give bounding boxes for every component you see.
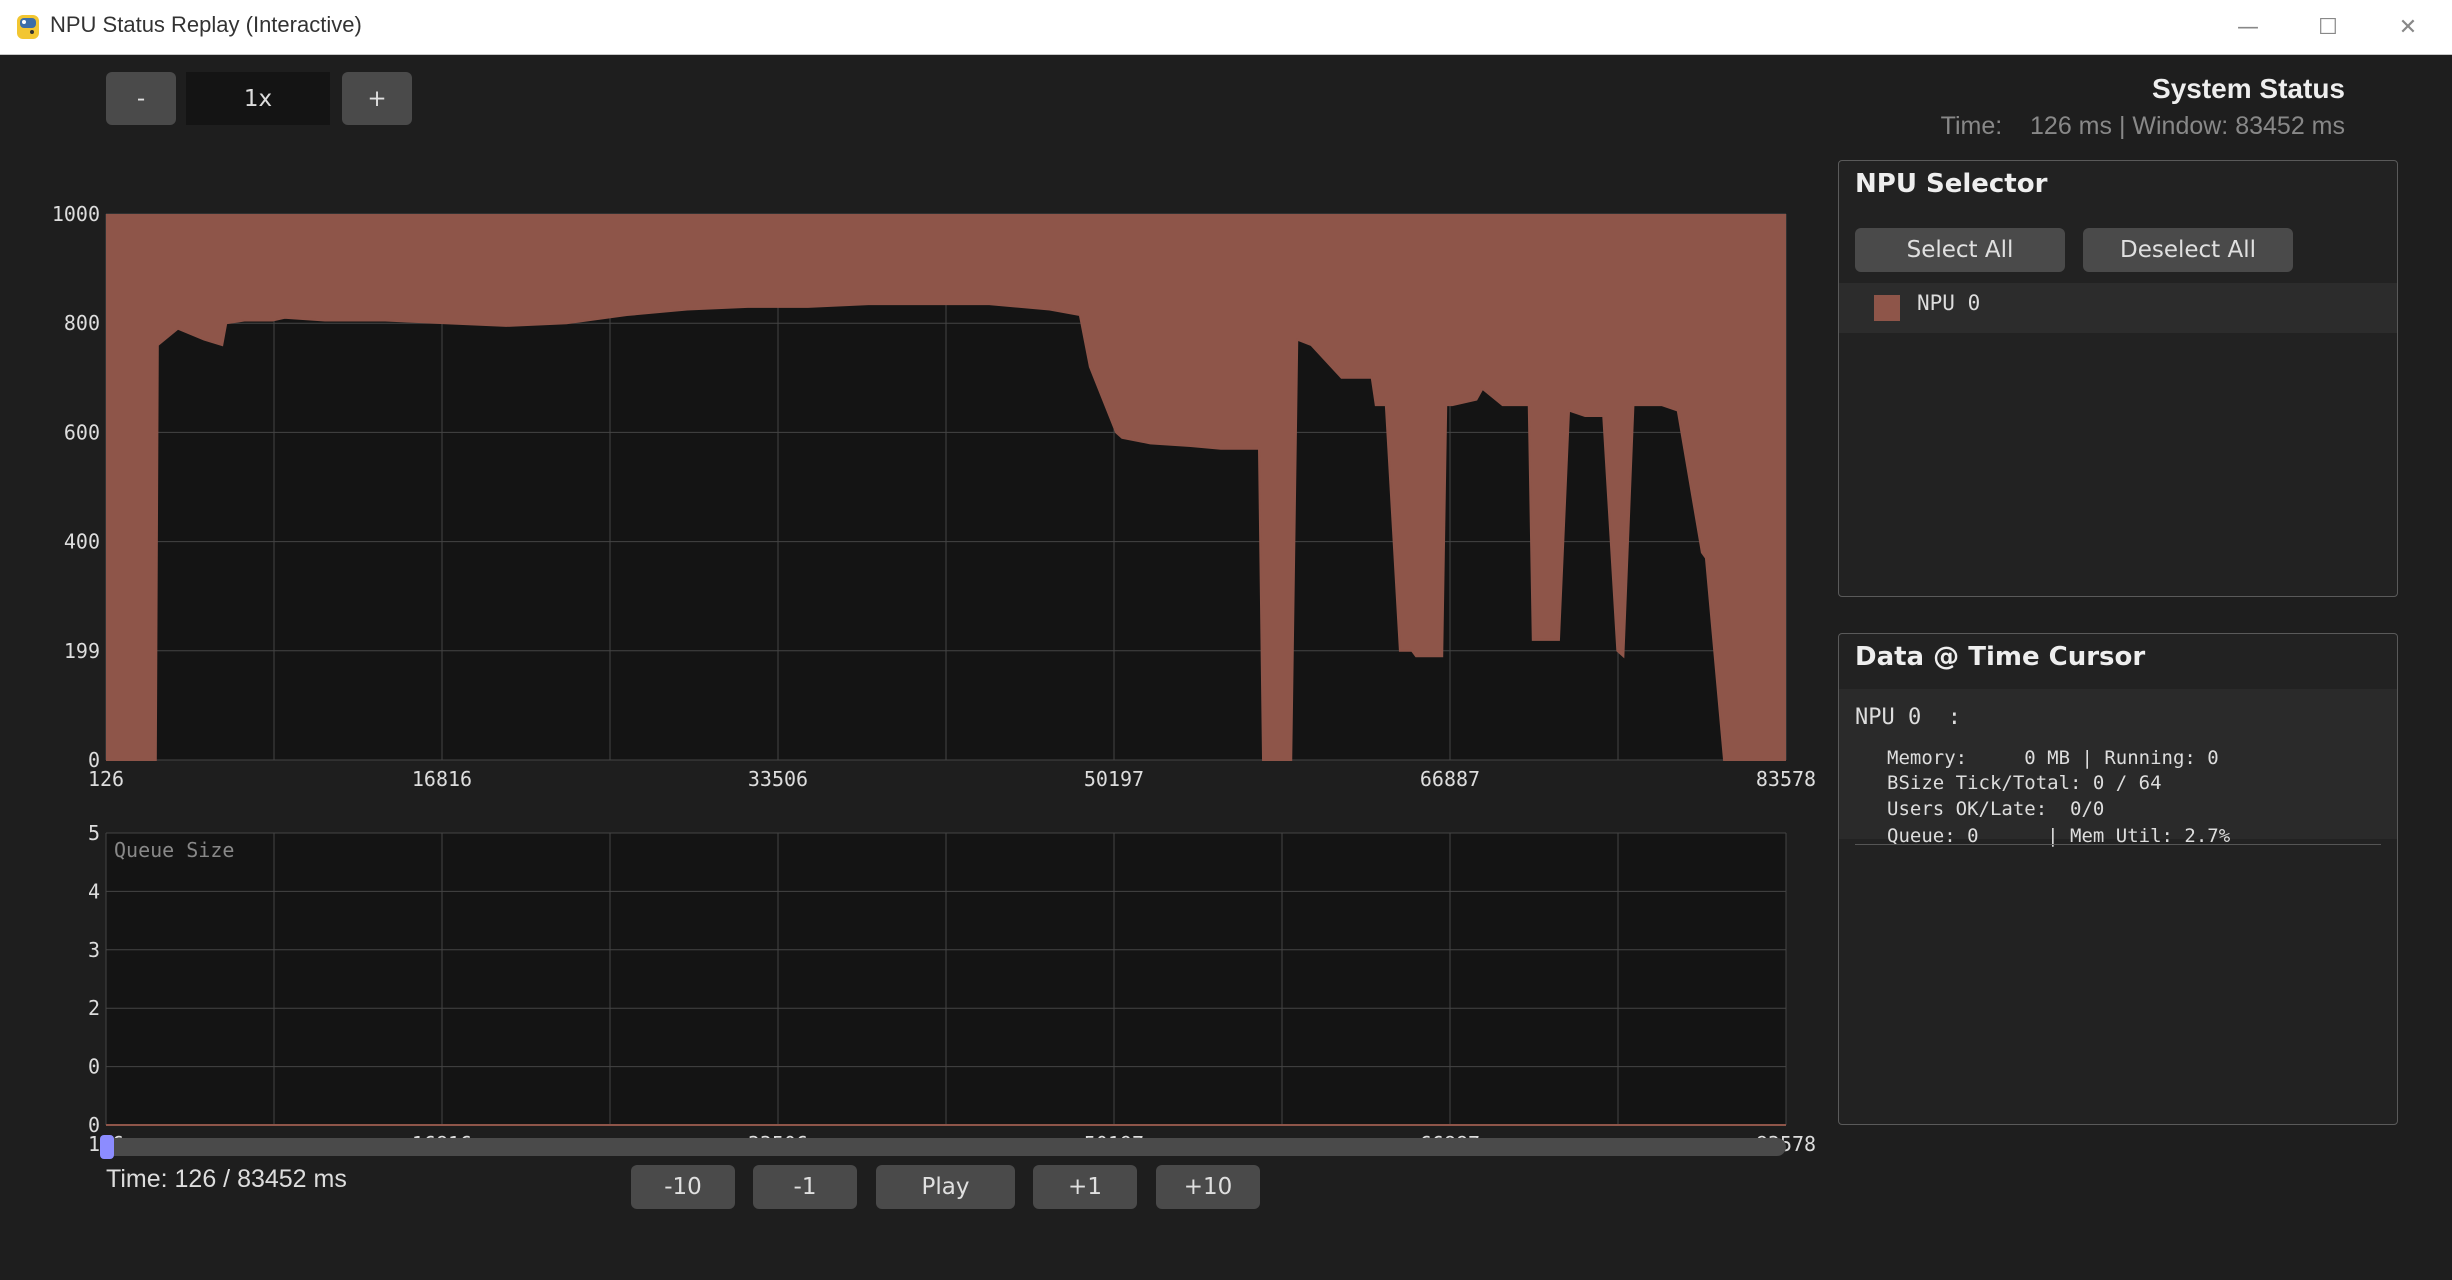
status-window-value: Window: 83452 ms [2132, 112, 2345, 140]
npu-data-line: BSize Tick/Total: 0 / 64 [1887, 772, 2162, 794]
close-icon: ✕ [2398, 15, 2418, 40]
npu0-series-area [106, 214, 1786, 760]
status-time-window: Time: 126 ms | Window: 83452 ms [1940, 112, 2345, 140]
play-button[interactable]: Play [876, 1165, 1015, 1209]
y-tick-label: 4 [88, 879, 100, 903]
y-tick-label: 600 [64, 420, 100, 444]
y-tick-label: 1000 [52, 202, 100, 226]
x-tick-label: 16816 [412, 767, 472, 791]
y-tick-label: 0 [88, 1113, 100, 1137]
npu-data-block: NPU 0 : Memory: 0 MB | Running: 0 BSize … [1839, 689, 2397, 847]
y-tick-label: 5 [88, 821, 100, 845]
speed-decrease-button[interactable]: - [106, 72, 176, 125]
npu0-series-line [106, 303, 1786, 761]
step-forward-10-button[interactable]: +10 [1156, 1165, 1260, 1209]
maximize-button[interactable]: ☐ [2288, 0, 2368, 55]
minimize-icon: — [2237, 15, 2259, 40]
y-tick-label: 2 [88, 996, 100, 1020]
status-time-value: 126 ms [2030, 112, 2112, 140]
system-status-title: System Status [2152, 73, 2345, 104]
y-tick-label: 800 [64, 311, 100, 335]
panel-divider [1855, 844, 2381, 845]
window-titlebar: NPU Status Replay (Interactive) — ☐ ✕ [0, 0, 2452, 55]
y-tick-label: 0 [88, 1055, 100, 1079]
speed-display: 1x [186, 72, 330, 125]
npu-data-header: NPU 0 : [1855, 705, 1961, 730]
window-title: NPU Status Replay (Interactive) [50, 12, 362, 37]
chart-title: Queue Size [114, 838, 234, 862]
step-back-1-button[interactable]: -1 [753, 1165, 857, 1209]
y-tick-label: 199 [64, 639, 100, 663]
x-tick-label: 83578 [1756, 767, 1816, 791]
app-body: - 1x + System Status Time: 126 ms | Wind… [0, 55, 2452, 1280]
cursor-data-panel: Data @ Time Cursor NPU 0 : Memory: 0 MB … [1838, 633, 2398, 1125]
select-all-button[interactable]: Select All [1855, 228, 2065, 272]
timeline-slider-track[interactable] [100, 1138, 1786, 1156]
npu-selector-panel: NPU Selector Select All Deselect All NPU… [1838, 160, 2398, 597]
close-button[interactable]: ✕ [2368, 0, 2448, 55]
x-tick-label: 33506 [748, 767, 808, 791]
npu-item-label: NPU 0 [1917, 291, 1981, 315]
npu-data-line: Users OK/Late: 0/0 [1887, 798, 2105, 820]
speed-increase-button[interactable]: + [342, 72, 412, 125]
cursor-data-title: Data @ Time Cursor [1855, 642, 2146, 672]
minimize-button[interactable]: — [2208, 0, 2288, 55]
playback-time-label: Time: 126 / 83452 ms [106, 1165, 347, 1193]
deselect-all-button[interactable]: Deselect All [2083, 228, 2293, 272]
npu-selector-title: NPU Selector [1855, 169, 2048, 199]
y-tick-label: 3 [88, 938, 100, 962]
npu-data-line: Memory: 0 MB | Running: 0 [1887, 747, 2219, 769]
x-tick-label: 66887 [1420, 767, 1480, 791]
npu-data-line: Queue: 0 | Mem Util: 2.7% [1887, 825, 2231, 847]
maximize-icon: ☐ [2318, 15, 2338, 40]
npu-list-item[interactable]: NPU 0 [1839, 283, 2397, 333]
x-tick-label: 126 [88, 767, 124, 791]
y-tick-label: 0 [88, 748, 100, 772]
step-back-10-button[interactable]: -10 [631, 1165, 735, 1209]
y-tick-label: 400 [64, 530, 100, 554]
npu-color-swatch[interactable] [1874, 295, 1900, 321]
step-forward-1-button[interactable]: +1 [1033, 1165, 1137, 1209]
x-tick-label: 50197 [1084, 767, 1144, 791]
queue-size-chart[interactable]: 5 4 3 2 0 0 126 16816 33506 50197 66887 83578 Queue … [0, 765, 1830, 1155]
timeline-slider-handle[interactable] [100, 1135, 114, 1159]
status-time-label: Time: [1940, 112, 2003, 140]
python-app-icon [17, 15, 39, 39]
